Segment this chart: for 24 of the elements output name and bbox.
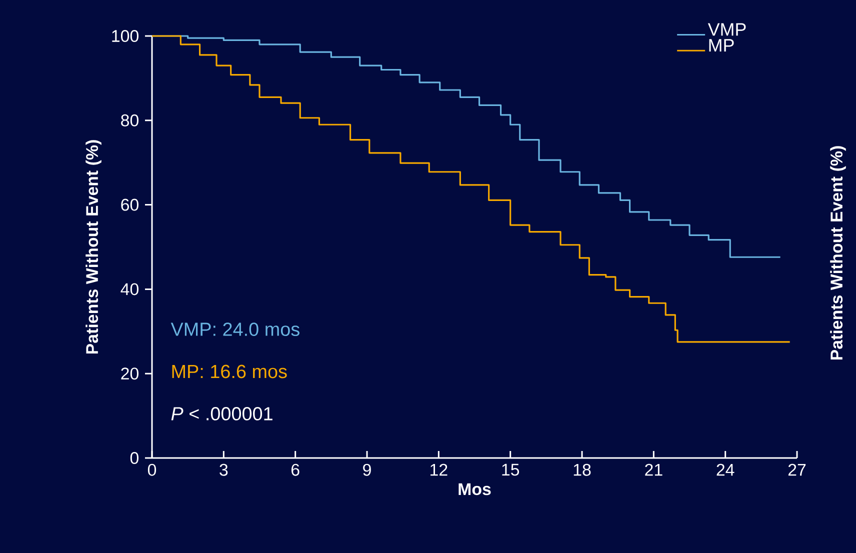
annotation: P < .000001: [171, 406, 272, 420]
y-axis-title: Patients Without Event (%): [86, 140, 102, 354]
y-tick-label: 20: [121, 368, 138, 380]
annotation: MP: 16.6 mos: [172, 364, 287, 378]
x-tick-label: 9: [363, 464, 371, 476]
x-tick-label: 12: [430, 464, 448, 476]
x-tick-label: 27: [788, 464, 806, 476]
y-tick-label: 100: [112, 30, 138, 42]
x-tick-label: 6: [291, 464, 300, 476]
x-tick-label: 15: [502, 464, 520, 476]
y-tick-label: 80: [121, 114, 138, 126]
x-tick-label: 0: [148, 464, 156, 476]
y-tick-label: 60: [121, 198, 138, 211]
x-tick-label: 24: [716, 464, 734, 476]
y-tick-label: 40: [120, 283, 138, 296]
x-tick-label: 18: [574, 464, 591, 476]
y2-axis-title: Patients Without Event (%): [830, 146, 846, 360]
y-tick-label: 0: [130, 452, 138, 464]
x-tick-label: 3: [220, 464, 228, 476]
annotation: VMP: 24.0 mos: [170, 322, 300, 336]
legend-label: MP: [709, 39, 734, 52]
x-axis-title: Mos: [458, 483, 491, 496]
x-tick-label: 21: [645, 464, 662, 476]
legend-label: VMP: [708, 23, 746, 36]
